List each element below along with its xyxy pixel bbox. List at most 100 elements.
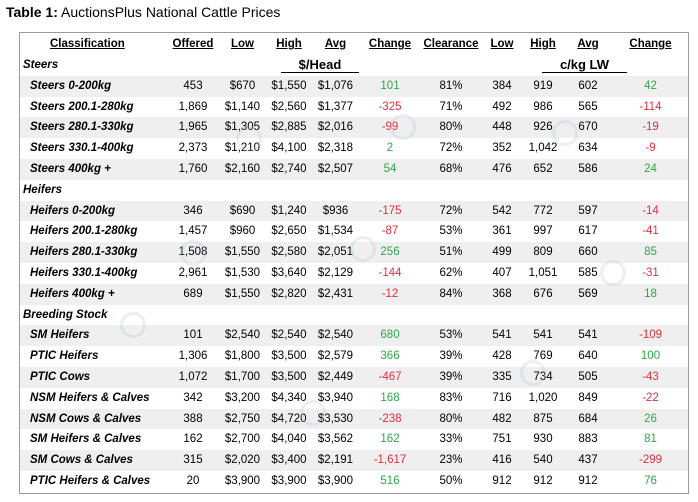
lw-change-cell: -299 xyxy=(613,450,688,471)
empty-cell xyxy=(312,180,359,201)
table-title: Table 1: AuctionsPlus National Cattle Pr… xyxy=(6,3,280,21)
lw-high-cell: 930 xyxy=(533,433,553,446)
change-cell: -99 xyxy=(359,117,421,139)
clearance-cell: 62% xyxy=(439,266,463,279)
lw-low-cell: 476 xyxy=(481,158,523,180)
table-row: Steers 0-200kg 453 $670 $1,550 $1,076 101 81% 3… xyxy=(20,75,688,97)
classification-cell: Steers 330.1-400kg xyxy=(30,142,134,155)
low-cell: $1,210 xyxy=(224,142,261,155)
table-body: Steers $/Head c/kg LW Steers 0-200kg 453 $670… xyxy=(20,55,688,492)
empty-cell xyxy=(359,180,421,201)
lw-change-cell: -43 xyxy=(613,366,688,388)
avg-cell: $3,530 xyxy=(312,408,359,430)
avg-cell: $1,534 xyxy=(317,225,354,238)
classification-cell: NSM Heifers & Calves xyxy=(30,391,150,404)
offered-cell: 20 xyxy=(186,474,200,487)
low-cell: $2,700 xyxy=(224,433,261,446)
change-cell: 54 xyxy=(359,158,421,180)
empty-cell xyxy=(523,305,563,326)
lw-change-cell: 24 xyxy=(613,158,688,180)
clearance-cell: 83% xyxy=(439,391,463,404)
lw-avg-cell: 660 xyxy=(563,242,613,263)
empty-cell xyxy=(481,305,523,326)
empty-cell xyxy=(481,180,523,201)
high-cell: $2,885 xyxy=(266,117,312,139)
table-title-label: Table 1: xyxy=(6,4,58,20)
header-avg: Avg xyxy=(324,38,347,50)
high-cell: $3,900 xyxy=(271,474,307,487)
offered-cell: 1,457 xyxy=(178,225,208,238)
section-row: Heifers xyxy=(20,180,688,201)
lw-high-cell: 1,051 xyxy=(528,266,558,279)
header-change: Change xyxy=(368,38,412,50)
offered-cell: 342 xyxy=(183,391,203,404)
table-row: Heifers 0-200kg 346 $690 $1,240 $936 -175 72% 5… xyxy=(20,200,688,222)
lw-high-cell: 912 xyxy=(533,474,553,487)
change-cell: 162 xyxy=(380,433,400,446)
clearance-cell: 80% xyxy=(421,408,481,430)
classification-cell: PTIC Heifers xyxy=(30,350,99,363)
change-cell: -175 xyxy=(359,200,421,222)
lw-change-cell: 76 xyxy=(644,474,657,487)
empty-cell xyxy=(266,180,312,201)
lw-avg-cell: 437 xyxy=(563,450,613,471)
classification-cell: NSM Cows & Calves xyxy=(20,408,167,430)
low-cell: $3,200 xyxy=(224,391,261,404)
high-cell: $2,560 xyxy=(271,100,307,113)
classification-cell: Heifers 200.1-280kg xyxy=(30,225,138,238)
table-row: PTIC Heifers 1,306 $1,800 $3,500 $2,579 366 39… xyxy=(20,346,688,367)
lw-avg-cell: 849 xyxy=(578,391,598,404)
table-row: Steers 330.1-400kg 2,373 $1,210 $4,100 $2,31… xyxy=(20,138,688,159)
empty-cell xyxy=(359,305,421,326)
clearance-cell: 53% xyxy=(421,325,481,347)
empty-cell xyxy=(167,305,219,326)
empty-cell xyxy=(563,180,613,201)
classification-cell: Heifers 0-200kg xyxy=(20,200,167,222)
low-cell: $1,305 xyxy=(219,117,266,139)
lw-change-cell: 26 xyxy=(613,408,688,430)
high-cell: $3,500 xyxy=(271,350,307,363)
change-cell: -87 xyxy=(381,225,399,238)
low-cell: $1,550 xyxy=(219,242,266,263)
high-cell: $3,640 xyxy=(271,266,307,279)
low-cell: $2,020 xyxy=(219,450,266,471)
header-low: Low xyxy=(231,38,254,50)
change-cell: -238 xyxy=(359,408,421,430)
header-high: High xyxy=(276,38,302,50)
avg-cell: $2,507 xyxy=(312,158,359,180)
empty-cell xyxy=(421,305,481,326)
table-row: Heifers 280.1-330kg 1,508 $1,550 $2,580 $2,0… xyxy=(20,242,688,263)
change-cell: 680 xyxy=(359,325,421,347)
low-cell: $2,540 xyxy=(219,325,266,347)
table-row: PTIC Heifers & Calves 20 $3,900 $3,900 $3,90… xyxy=(20,471,688,492)
clearance-cell: 72% xyxy=(421,200,481,222)
empty-cell xyxy=(613,305,688,326)
low-cell: $1,550 xyxy=(219,283,266,305)
lw-change-cell: -114 xyxy=(639,100,662,113)
high-cell: $4,720 xyxy=(266,408,312,430)
offered-cell: 346 xyxy=(167,200,219,222)
low-cell: $690 xyxy=(219,200,266,222)
lw-high-cell: 540 xyxy=(523,450,563,471)
lw-high-cell: 772 xyxy=(523,200,563,222)
lw-low-cell: 542 xyxy=(481,200,523,222)
lw-high-cell: 1,020 xyxy=(528,391,558,404)
high-cell: $2,540 xyxy=(266,325,312,347)
lw-high-cell: 809 xyxy=(523,242,563,263)
avg-cell: $2,540 xyxy=(312,325,359,347)
cattle-prices-table-frame: Classification Offered Low High Avg Chan… xyxy=(19,32,689,494)
lw-avg-cell: 505 xyxy=(563,366,613,388)
avg-cell: $2,051 xyxy=(312,242,359,263)
offered-cell: 689 xyxy=(167,283,219,305)
offered-cell: 2,961 xyxy=(178,266,208,279)
empty-cell xyxy=(219,305,266,326)
section-label: Breeding Stock xyxy=(23,308,108,321)
clearance-cell: 23% xyxy=(421,450,481,471)
lw-high-cell: 1,042 xyxy=(528,142,558,155)
section-row: Breeding Stock xyxy=(20,305,688,326)
lw-avg-cell: 569 xyxy=(563,283,613,305)
classification-cell: PTIC Cows xyxy=(20,366,167,388)
lw-change-cell: -31 xyxy=(642,266,659,279)
low-cell: $670 xyxy=(219,75,266,97)
classification-cell: Heifers 400kg + xyxy=(20,283,167,305)
